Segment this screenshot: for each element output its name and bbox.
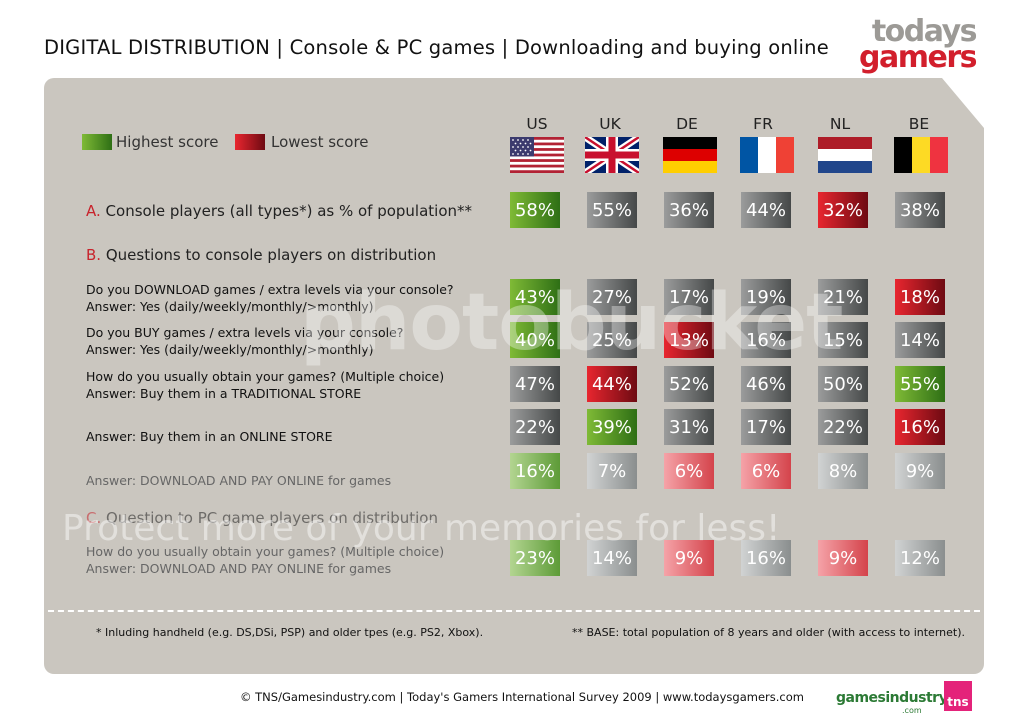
us-flag-icon: [510, 137, 564, 173]
value-cell-us-row-3: 40%: [510, 322, 560, 358]
value-cell-be-row-5: 16%: [895, 409, 945, 445]
question-b4: Answer: Buy them in an ONLINE STORE: [86, 428, 333, 445]
section-c-letter: C.: [86, 509, 102, 527]
value-cell-nl-row-2: 21%: [818, 279, 868, 315]
question-b3-line1: How do you usually obtain your games? (M…: [86, 369, 445, 384]
value-cell-fr-row-4: 46%: [741, 366, 791, 402]
value-cell-de-row-4: 52%: [664, 366, 714, 402]
question-c1-line1: How do you usually obtain your games? (M…: [86, 544, 445, 559]
uk-flag-icon: [585, 137, 639, 173]
value-cell-nl-row-3: 15%: [818, 322, 868, 358]
value-cell-nl-row-7: 9%: [818, 540, 868, 576]
value-cell-de-row-7: 9%: [664, 540, 714, 576]
value-cell-be-row-1: 38%: [895, 192, 945, 228]
question-b5: Answer: DOWNLOAD AND PAY ONLINE for game…: [86, 472, 391, 489]
value-cell-fr-row-2: 19%: [741, 279, 791, 315]
question-b1-line2: Answer: Yes (daily/weekly/monthly/>month…: [86, 299, 374, 314]
section-c-text: Question to PC game players on distribut…: [106, 509, 438, 527]
value-cell-uk-row-3: 25%: [587, 322, 637, 358]
value-cell-uk-row-4: 44%: [587, 366, 637, 402]
value-cell-be-row-4: 55%: [895, 366, 945, 402]
question-b1-line1: Do you DOWNLOAD games / extra levels via…: [86, 282, 454, 297]
value-cell-nl-row-4: 50%: [818, 366, 868, 402]
value-cell-uk-row-2: 27%: [587, 279, 637, 315]
value-cell-be-row-6: 9%: [895, 453, 945, 489]
section-b-title: B. Questions to console players on distr…: [86, 246, 436, 264]
value-cell-us-row-6: 16%: [510, 453, 560, 489]
question-b3: How do you usually obtain your games? (M…: [86, 368, 444, 402]
value-cell-nl-row-5: 22%: [818, 409, 868, 445]
logo-line-1: todays: [871, 14, 978, 49]
question-b2-line2: Answer: Yes (daily/weekly/monthly/>month…: [86, 342, 374, 357]
value-cell-de-row-2: 17%: [664, 279, 714, 315]
value-cell-uk-row-6: 7%: [587, 453, 637, 489]
value-cell-us-row-2: 43%: [510, 279, 560, 315]
value-cell-be-row-7: 12%: [895, 540, 945, 576]
country-be: BE: [908, 115, 930, 133]
country-us: US: [526, 115, 548, 133]
section-b-letter: B.: [86, 246, 102, 264]
value-cell-us-row-5: 22%: [510, 409, 560, 445]
value-cell-us-row-7: 23%: [510, 540, 560, 576]
question-b4-line1: Answer: Buy them in an ONLINE STORE: [86, 429, 333, 444]
footnote-left: * Inluding handheld (e.g. DS,DSi, PSP) a…: [96, 626, 484, 639]
fr-flag-icon: [740, 137, 794, 173]
question-b1: Do you DOWNLOAD games / extra levels via…: [86, 281, 454, 315]
value-cell-uk-row-7: 14%: [587, 540, 637, 576]
legend-highest-label: Highest score: [116, 133, 219, 151]
nl-flag-icon: [818, 137, 872, 173]
value-cell-us-row-1: 58%: [510, 192, 560, 228]
page-title: DIGITAL DISTRIBUTION | Console & PC game…: [44, 36, 829, 59]
logo-line-2: gamers: [859, 40, 977, 75]
value-cell-de-row-3: 13%: [664, 322, 714, 358]
question-c1: How do you usually obtain your games? (M…: [86, 543, 444, 577]
de-flag-icon: [663, 137, 717, 173]
value-cell-nl-row-6: 8%: [818, 453, 868, 489]
gamesindustry-logo: gamesindustry .com: [836, 686, 948, 716]
value-cell-fr-row-3: 16%: [741, 322, 791, 358]
country-fr: FR: [753, 115, 773, 133]
value-cell-de-row-5: 31%: [664, 409, 714, 445]
section-a-letter: A.: [86, 202, 101, 220]
section-c-title: C. Question to PC game players on distri…: [86, 509, 438, 527]
value-cell-fr-row-5: 17%: [741, 409, 791, 445]
footnote-right: ** BASE: total population of 8 years and…: [572, 626, 965, 639]
todays-gamers-logo: todays gamers: [856, 14, 984, 75]
tns-logo: tns: [944, 681, 972, 711]
value-cell-us-row-4: 47%: [510, 366, 560, 402]
legend-lowest-swatch: [235, 134, 265, 150]
value-cell-be-row-2: 18%: [895, 279, 945, 315]
gamesindustry-logo-suffix: .com: [902, 706, 922, 715]
gamesindustry-logo-text: gamesindustry: [836, 690, 948, 706]
value-cell-de-row-6: 6%: [664, 453, 714, 489]
footer-divider: [48, 610, 980, 612]
country-nl: NL: [829, 115, 851, 133]
section-a-text: Console players (all types*) as % of pop…: [105, 202, 473, 220]
value-cell-fr-row-1: 44%: [741, 192, 791, 228]
country-uk: UK: [599, 115, 621, 133]
value-cell-uk-row-1: 55%: [587, 192, 637, 228]
value-cell-nl-row-1: 32%: [818, 192, 868, 228]
question-b2: Do you BUY games / extra levels via your…: [86, 324, 403, 358]
legend-highest-swatch: [82, 134, 112, 150]
value-cell-fr-row-6: 6%: [741, 453, 791, 489]
country-de: DE: [676, 115, 698, 133]
question-c1-line2: Answer: DOWNLOAD AND PAY ONLINE for game…: [86, 561, 392, 576]
question-b3-line2: Answer: Buy them in a TRADITIONAL STORE: [86, 386, 362, 401]
value-cell-be-row-3: 14%: [895, 322, 945, 358]
be-flag-icon: [894, 137, 948, 173]
question-b2-line1: Do you BUY games / extra levels via your…: [86, 325, 404, 340]
value-cell-de-row-1: 36%: [664, 192, 714, 228]
section-b-text: Questions to console players on distribu…: [105, 246, 437, 264]
value-cell-fr-row-7: 16%: [741, 540, 791, 576]
question-b5-line1: Answer: DOWNLOAD AND PAY ONLINE for game…: [86, 473, 392, 488]
value-cell-uk-row-5: 39%: [587, 409, 637, 445]
legend-lowest-label: Lowest score: [271, 133, 369, 151]
section-a-title: A. Console players (all types*) as % of …: [86, 202, 472, 220]
credit-line: © TNS/Gamesindustry.com | Today's Gamers…: [240, 690, 804, 704]
